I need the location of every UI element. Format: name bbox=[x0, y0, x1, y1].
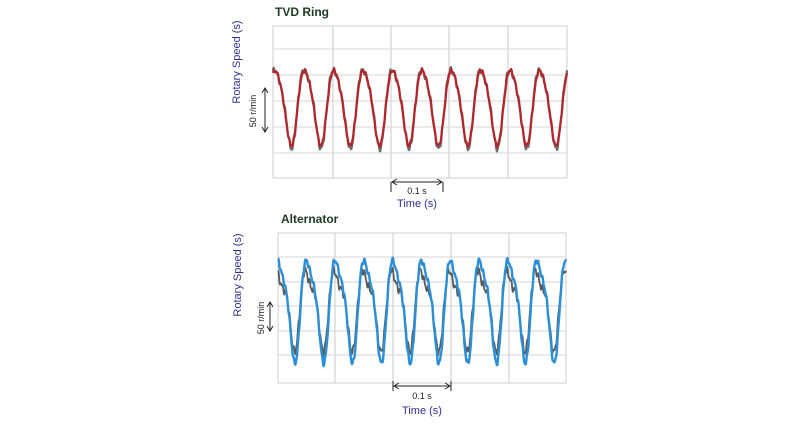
speed-scale-arrow bbox=[266, 301, 274, 332]
grid bbox=[273, 26, 567, 178]
chart-title: Alternator bbox=[281, 212, 339, 226]
series-group bbox=[271, 66, 569, 153]
grid bbox=[278, 233, 566, 383]
series-line-gray bbox=[271, 66, 569, 153]
chart-title: TVD Ring bbox=[275, 5, 329, 19]
speed-scale-label: 50 r/min bbox=[248, 95, 258, 128]
speed-scale-label: 50 r/min bbox=[256, 302, 266, 335]
time-scale-arrow bbox=[392, 381, 452, 391]
time-scale-arrow bbox=[390, 178, 444, 192]
series-line-red bbox=[271, 67, 569, 149]
series-line-blue bbox=[277, 256, 568, 368]
y-axis-label: Rotary Speed (s) bbox=[231, 20, 243, 103]
x-axis-label: Time (s) bbox=[397, 198, 437, 210]
chart-tvd-ring: TVD Ring Rotary Speed (s) 50 r/min 0.1 s… bbox=[231, 5, 569, 210]
chart-alternator: Alternator Rotary Speed (s) 50 r/min 0.1… bbox=[232, 212, 568, 417]
time-scale-label: 0.1 s bbox=[412, 391, 432, 401]
x-axis-label: Time (s) bbox=[402, 405, 442, 417]
plot-frame bbox=[272, 25, 568, 179]
speed-scale-arrow bbox=[261, 87, 269, 133]
plot-frame bbox=[277, 232, 567, 384]
time-scale-label: 0.1 s bbox=[407, 186, 427, 196]
series-group bbox=[277, 256, 568, 368]
y-axis-label: Rotary Speed (s) bbox=[232, 233, 244, 316]
